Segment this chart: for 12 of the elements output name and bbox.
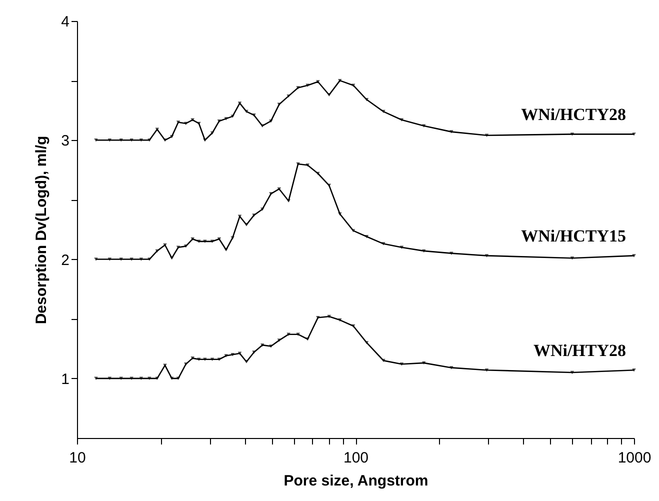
y-tick-label: 3 <box>61 132 70 150</box>
series-label: WNi/HCTY15 <box>521 226 626 246</box>
y-tick-label: 4 <box>61 14 70 30</box>
x-tick-label: 1000 <box>618 450 652 466</box>
x-tick-label: 100 <box>343 450 369 466</box>
y-tick-label: 2 <box>61 252 70 269</box>
y-axis-title: Desorption Dv(Logd), ml/g <box>33 136 50 324</box>
y-tick-label: 1 <box>61 370 70 388</box>
series-label: WNi/HCTY28 <box>521 105 626 124</box>
x-tick-label: 10 <box>69 450 86 466</box>
series-label: WNi/HTY28 <box>533 341 626 360</box>
x-axis-title: Pore size, Angstrom <box>284 472 428 490</box>
